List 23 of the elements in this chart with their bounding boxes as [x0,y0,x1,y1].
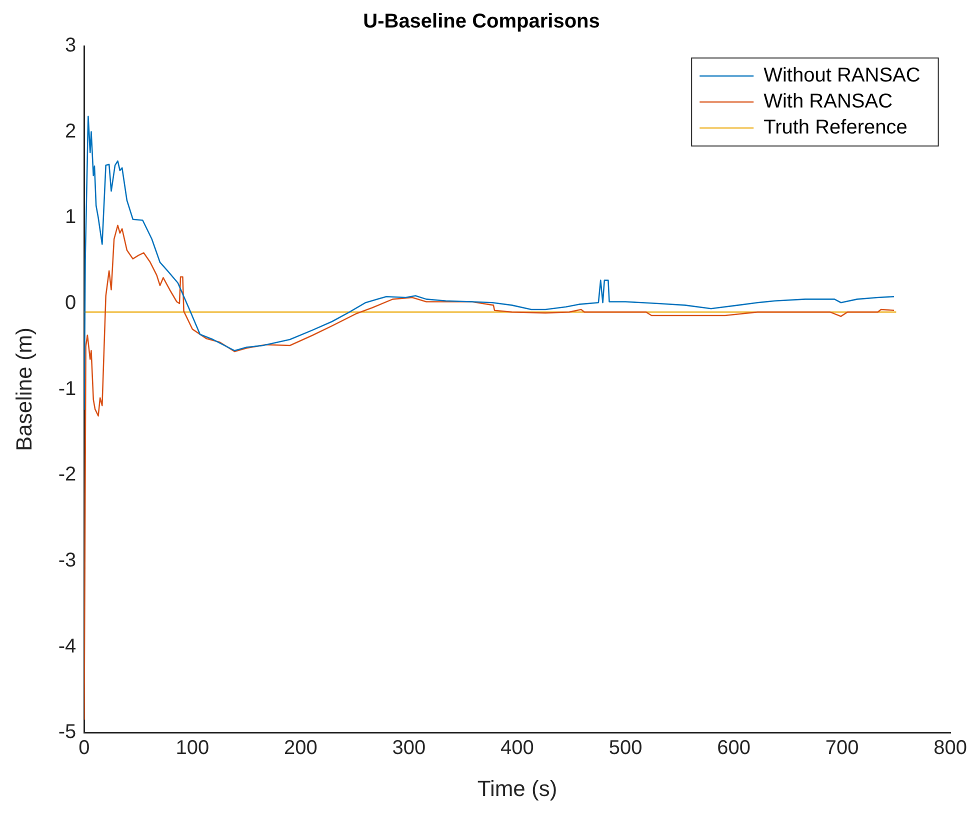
y-tick-label: -3 [58,549,76,572]
x-tick-label: 300 [392,737,426,760]
x-tick-label: 200 [284,737,318,760]
x-tick-label: 800 [934,737,968,760]
y-tick-label: 1 [65,206,76,228]
y-tick-label: 3 [65,34,76,57]
y-tick-label: -4 [58,635,76,658]
legend-label: Without RANSAC [764,64,920,87]
x-tick-label: 500 [608,737,642,760]
legend-label: Truth Reference [764,116,908,139]
x-tick-label: 400 [500,737,534,760]
y-tick-label: 0 [65,292,76,314]
x-tick-label: 600 [717,737,750,760]
y-axis-title: Baseline (m) [11,328,36,452]
x-axis-title: Time (s) [477,776,558,801]
y-tick-label: 2 [65,120,76,142]
x-tick-label: 700 [825,737,859,760]
y-tick-label: -2 [58,464,76,486]
legend-label: With RANSAC [764,90,893,113]
y-tick-label: -5 [58,721,76,744]
chart-title: U-Baseline Comparisons [363,10,600,33]
y-tick-label: -1 [58,378,76,400]
x-tick-label: 100 [176,737,210,760]
